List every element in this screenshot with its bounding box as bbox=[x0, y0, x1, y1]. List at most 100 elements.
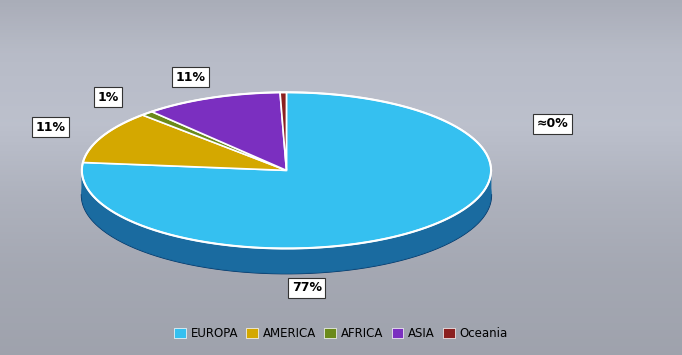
Bar bbox=[0, 335, 682, 337]
Bar bbox=[0, 268, 682, 270]
Bar bbox=[0, 239, 682, 241]
Polygon shape bbox=[82, 171, 491, 273]
Bar bbox=[0, 131, 682, 133]
Bar bbox=[0, 145, 682, 147]
Text: 77%: 77% bbox=[292, 281, 322, 294]
Bar bbox=[0, 60, 682, 62]
Bar bbox=[0, 213, 682, 215]
Bar bbox=[0, 122, 682, 124]
Bar bbox=[0, 32, 682, 34]
Bar bbox=[0, 294, 682, 296]
Bar bbox=[0, 92, 682, 94]
Bar bbox=[0, 7, 682, 9]
Bar bbox=[0, 264, 682, 266]
Bar bbox=[0, 97, 682, 99]
Bar bbox=[0, 65, 682, 67]
Bar bbox=[0, 168, 682, 170]
Bar bbox=[0, 133, 682, 135]
Bar bbox=[0, 245, 682, 247]
Bar bbox=[0, 326, 682, 328]
Bar bbox=[0, 243, 682, 245]
Bar bbox=[0, 37, 682, 39]
Bar bbox=[0, 46, 682, 48]
Bar bbox=[0, 90, 682, 92]
Bar bbox=[0, 106, 682, 108]
Bar bbox=[0, 328, 682, 330]
Polygon shape bbox=[151, 92, 286, 170]
Bar bbox=[0, 307, 682, 309]
Bar bbox=[0, 275, 682, 277]
Polygon shape bbox=[280, 92, 286, 170]
Bar bbox=[0, 154, 682, 156]
Bar bbox=[0, 230, 682, 233]
Bar bbox=[0, 227, 682, 229]
Bar bbox=[0, 113, 682, 115]
Bar bbox=[0, 69, 682, 71]
Bar bbox=[0, 300, 682, 302]
Bar bbox=[0, 48, 682, 50]
Bar bbox=[0, 44, 682, 46]
Bar bbox=[0, 120, 682, 122]
Bar bbox=[0, 23, 682, 25]
Bar bbox=[0, 95, 682, 98]
Bar bbox=[0, 56, 682, 59]
Bar bbox=[0, 30, 682, 32]
Bar bbox=[0, 1, 682, 4]
Bar bbox=[0, 257, 682, 259]
Bar bbox=[0, 80, 682, 82]
Bar bbox=[0, 209, 682, 211]
Bar bbox=[0, 193, 682, 195]
Bar bbox=[0, 236, 682, 238]
Bar bbox=[0, 17, 682, 20]
Bar bbox=[0, 261, 682, 263]
Bar bbox=[0, 344, 682, 346]
Bar bbox=[0, 161, 682, 163]
Bar bbox=[0, 58, 682, 60]
Bar bbox=[0, 308, 682, 311]
Bar bbox=[0, 216, 682, 218]
Bar bbox=[0, 67, 682, 69]
Bar bbox=[0, 198, 682, 201]
Bar bbox=[0, 81, 682, 83]
Bar bbox=[0, 316, 682, 318]
Bar bbox=[0, 200, 682, 202]
Bar bbox=[0, 99, 682, 101]
Bar bbox=[0, 351, 682, 353]
Bar bbox=[0, 88, 682, 91]
Bar bbox=[0, 94, 682, 96]
Bar bbox=[0, 305, 682, 307]
Bar bbox=[0, 206, 682, 208]
Bar bbox=[0, 3, 682, 5]
Bar bbox=[0, 301, 682, 304]
Bar bbox=[0, 214, 682, 217]
Bar bbox=[0, 115, 682, 117]
Bar bbox=[0, 104, 682, 106]
Text: 11%: 11% bbox=[175, 71, 205, 84]
Polygon shape bbox=[143, 111, 286, 170]
Bar bbox=[0, 285, 682, 288]
Bar bbox=[0, 156, 682, 158]
Bar bbox=[0, 266, 682, 268]
Bar bbox=[0, 108, 682, 110]
Bar bbox=[0, 143, 682, 146]
Bar bbox=[0, 71, 682, 73]
Bar bbox=[0, 124, 682, 126]
Bar bbox=[0, 340, 682, 343]
Bar bbox=[0, 237, 682, 240]
Bar bbox=[0, 218, 682, 220]
Bar bbox=[0, 24, 682, 27]
Bar bbox=[0, 269, 682, 272]
Bar bbox=[0, 78, 682, 80]
Bar bbox=[0, 346, 682, 348]
Bar bbox=[0, 135, 682, 137]
Bar bbox=[0, 241, 682, 243]
Polygon shape bbox=[82, 117, 491, 273]
Bar bbox=[0, 151, 682, 153]
Bar bbox=[0, 349, 682, 351]
Bar bbox=[0, 152, 682, 154]
Bar bbox=[0, 129, 682, 131]
Bar bbox=[0, 348, 682, 350]
Bar bbox=[0, 72, 682, 75]
Bar bbox=[0, 166, 682, 169]
Bar bbox=[0, 289, 682, 291]
